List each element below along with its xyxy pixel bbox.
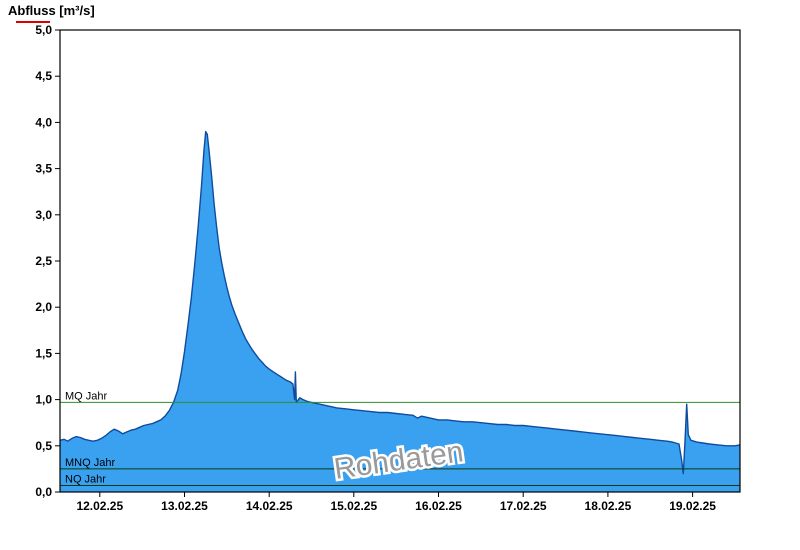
y-tick-label-4: 2,0 xyxy=(35,300,52,314)
y-tick-label-6: 3,0 xyxy=(35,208,52,222)
y-tick-label-8: 4,0 xyxy=(35,115,52,129)
x-tick-label-4: 16.02.25 xyxy=(415,499,462,513)
x-tick-label-5: 17.02.25 xyxy=(500,499,547,513)
x-tick-label-0: 12.02.25 xyxy=(76,499,123,513)
y-tick-label-7: 3,5 xyxy=(35,162,52,176)
x-tick-label-1: 13.02.25 xyxy=(161,499,208,513)
y-tick-label-3: 1,5 xyxy=(35,346,52,360)
y-tick-label-9: 4,5 xyxy=(35,69,52,83)
chart-title: Abfluss [m³/s] xyxy=(8,3,95,18)
reference-line-label-0: MQ Jahr xyxy=(65,390,108,402)
x-tick-label-3: 15.02.25 xyxy=(330,499,377,513)
discharge-curve xyxy=(59,130,741,475)
x-tick-label-2: 14.02.25 xyxy=(246,499,293,513)
y-tick-label-1: 0,5 xyxy=(35,439,52,453)
y-tick-label-2: 1,0 xyxy=(35,393,52,407)
y-tick-label-10: 5,0 xyxy=(35,23,52,37)
y-tick-label-5: 2,5 xyxy=(35,254,52,268)
reference-line-label-1: MNQ Jahr xyxy=(65,457,115,469)
y-tick-label-0: 0,0 xyxy=(35,485,52,499)
x-tick-label-7: 19.02.25 xyxy=(669,499,716,513)
reference-line-label-2: NQ Jahr xyxy=(65,474,106,486)
x-tick-label-6: 18.02.25 xyxy=(585,499,632,513)
